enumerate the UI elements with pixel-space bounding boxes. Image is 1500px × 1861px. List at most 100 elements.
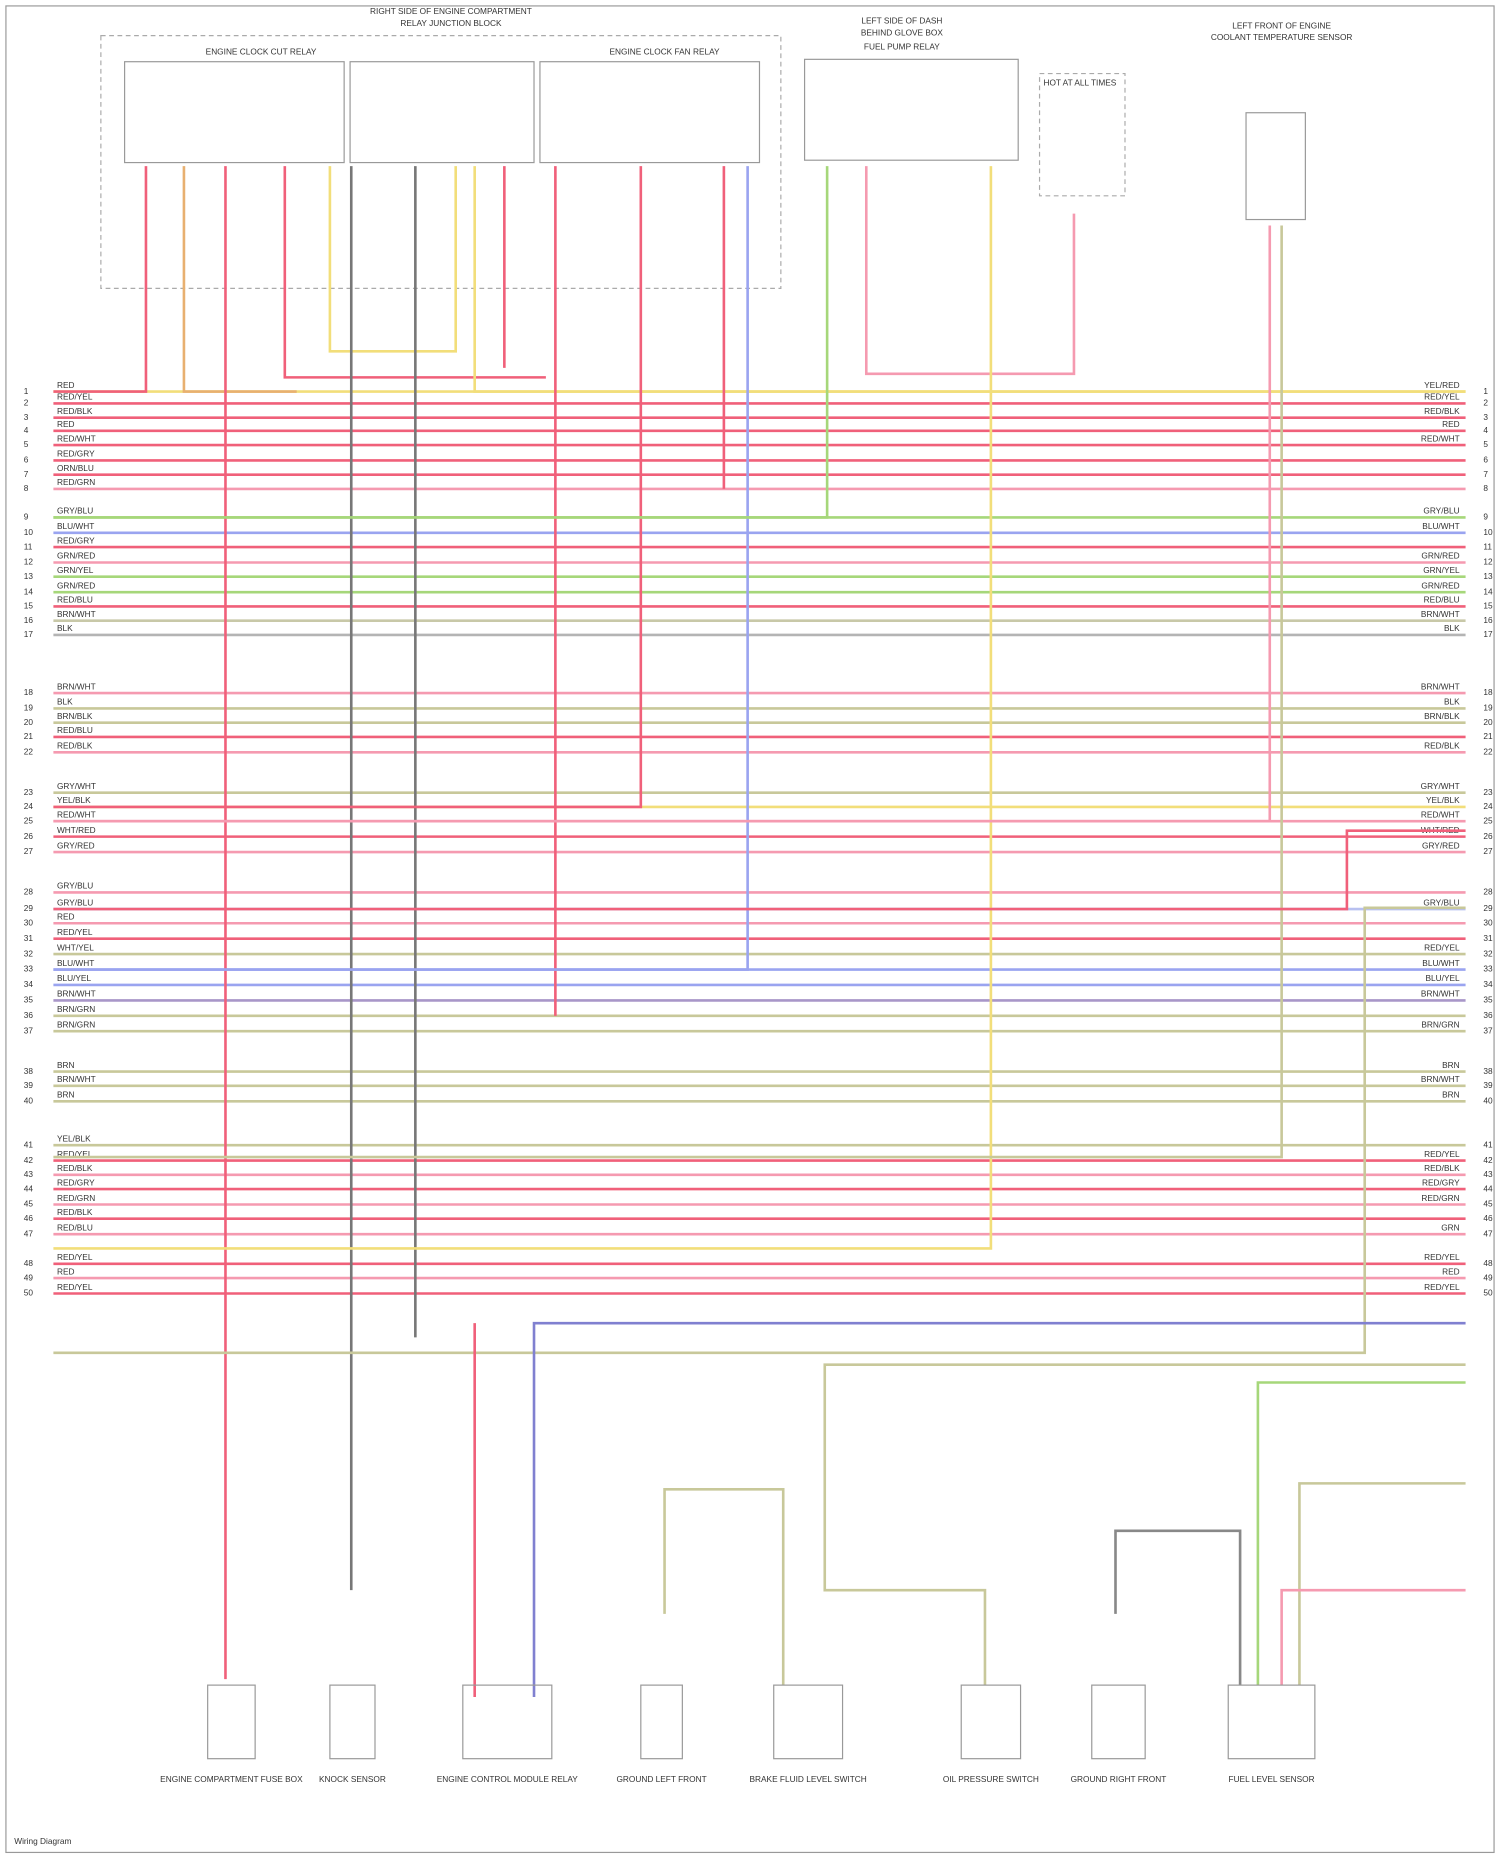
- wire-label: RED/WHT: [1421, 433, 1460, 443]
- pin-number: 33: [24, 964, 34, 974]
- pin-number: 41: [1483, 1139, 1493, 1149]
- wire-label: RED/WHT: [57, 809, 96, 819]
- wire-label: GRY/BLU: [1423, 897, 1459, 907]
- wire: [1298, 1482, 1466, 1686]
- wire-label: BRN/WHT: [1421, 681, 1460, 691]
- wire-label: BRN: [1442, 1060, 1460, 1070]
- wire-label: RED/BLK: [57, 406, 93, 416]
- wire: [663, 1488, 785, 1686]
- component: [773, 1684, 844, 1760]
- wire-label: BLK: [1444, 697, 1460, 707]
- wire-label: BLU/WHT: [1422, 521, 1459, 531]
- pin-number: 20: [24, 717, 34, 727]
- wire-label: BRN/WHT: [57, 1074, 96, 1084]
- pin-number: 28: [24, 887, 34, 897]
- frame: [5, 5, 1495, 1854]
- pin-number: 13: [1483, 571, 1493, 581]
- pin-number: 21: [1483, 731, 1493, 741]
- wire-label: GRY/RED: [57, 840, 95, 850]
- wire-label: GRN/RED: [57, 580, 95, 590]
- pin-number: 17: [24, 629, 34, 639]
- wire-label: GRY/WHT: [1421, 781, 1460, 791]
- wire-label: RED/BLK: [1424, 1163, 1460, 1173]
- pin-number: 27: [1483, 846, 1493, 856]
- pin-number: 38: [24, 1066, 34, 1076]
- pin-number: 43: [24, 1169, 34, 1179]
- wire: [182, 166, 297, 393]
- pin-number: 13: [24, 571, 34, 581]
- pin-number: 4: [24, 425, 29, 435]
- pin-number: 12: [24, 557, 34, 567]
- wire-label: BRN/BLK: [1424, 711, 1460, 721]
- wire-label: BRN/WHT: [57, 989, 96, 999]
- pin-number: 44: [1483, 1183, 1493, 1193]
- component: [1227, 1684, 1316, 1760]
- pin-number: 42: [1483, 1155, 1493, 1165]
- wire-label: RED: [1442, 419, 1460, 429]
- wire-label: RED: [57, 380, 75, 390]
- wire-label: WHT/YEL: [57, 942, 94, 952]
- pin-number: 43: [1483, 1169, 1493, 1179]
- wire: [1256, 1381, 1466, 1686]
- pin-number: 30: [1483, 917, 1493, 927]
- wire-label: RED/YEL: [1424, 1252, 1460, 1262]
- wire-label: BRN/WHT: [1421, 1074, 1460, 1084]
- pin-number: 7: [1483, 469, 1488, 479]
- wire-label: BLK: [57, 623, 73, 633]
- block-label: RELAY JUNCTION BLOCK: [400, 18, 502, 28]
- pin-number: 22: [24, 747, 34, 757]
- pin-number: 26: [24, 831, 34, 841]
- pin-number: 50: [1483, 1288, 1493, 1298]
- pin-number: 24: [24, 801, 34, 811]
- pin-number: 49: [1483, 1272, 1493, 1282]
- pin-number: 37: [24, 1025, 34, 1035]
- wire-label: BLU/WHT: [57, 958, 94, 968]
- wire-label: GRN/RED: [1421, 551, 1459, 561]
- pin-number: 39: [24, 1080, 34, 1090]
- wire: [328, 166, 457, 353]
- wire-label: YEL/BLK: [1426, 795, 1460, 805]
- wire: [53, 166, 643, 809]
- wire: [53, 166, 749, 971]
- pin-number: 12: [1483, 557, 1493, 567]
- wire-label: BLU/WHT: [1422, 958, 1459, 968]
- wire-label: GRN/RED: [57, 551, 95, 561]
- wire-label: RED/YEL: [1424, 942, 1460, 952]
- pin-number: 19: [24, 703, 34, 713]
- pin-number: 31: [24, 933, 34, 943]
- credit: Wiring Diagram: [14, 1836, 71, 1846]
- relay-block: [100, 35, 782, 289]
- component: [462, 1684, 553, 1760]
- component-label: KNOCK SENSOR: [319, 1774, 386, 1784]
- wire-label: RED: [57, 912, 75, 922]
- wire-label: RED/YEL: [1424, 1149, 1460, 1159]
- wire-label: GRY/RED: [1422, 840, 1460, 850]
- pin-number: 9: [1483, 512, 1488, 522]
- pin-number: 36: [24, 1010, 34, 1020]
- component: [960, 1684, 1022, 1760]
- wire-label: BRN/GRN: [57, 1019, 95, 1029]
- pin-number: 41: [24, 1139, 34, 1149]
- wire-label: RED/WHT: [57, 433, 96, 443]
- pin-number: 11: [1483, 541, 1492, 551]
- wire: [473, 166, 1466, 393]
- wire-label: BLU/YEL: [57, 973, 92, 983]
- pin-number: 49: [24, 1272, 34, 1282]
- component: [1091, 1684, 1146, 1760]
- pin-number: 39: [1483, 1080, 1493, 1090]
- wire: [53, 829, 1466, 911]
- wire-label: BRN/WHT: [1421, 989, 1460, 999]
- pin-number: 8: [24, 483, 29, 493]
- wire: [53, 166, 993, 1250]
- pin-number: 46: [24, 1213, 34, 1223]
- pin-number: 5: [24, 439, 29, 449]
- wire-label: RED/GRN: [57, 477, 95, 487]
- wire-label: RED/YEL: [1424, 1282, 1460, 1292]
- wire-label: GRY/BLU: [57, 897, 93, 907]
- pin-number: 23: [1483, 787, 1493, 797]
- component-label: ENGINE COMPARTMENT FUSE BOX: [160, 1774, 303, 1784]
- pin-number: 10: [24, 527, 34, 537]
- pin-number: 7: [24, 469, 29, 479]
